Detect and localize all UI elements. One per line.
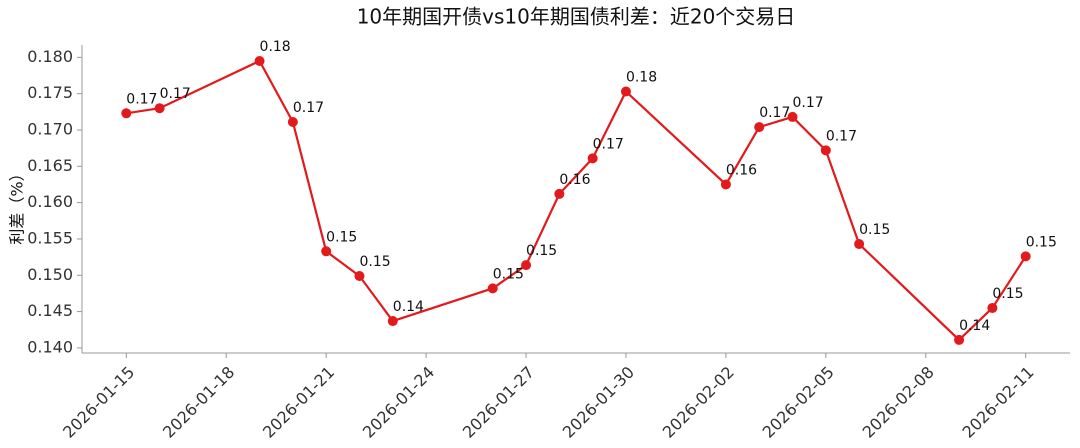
data-label: 0.17 xyxy=(293,100,324,116)
x-tick-label: 2026-02-11 xyxy=(959,363,1038,442)
x-tick-label: 2026-02-08 xyxy=(859,363,938,442)
y-tick-label: 0.175 xyxy=(27,83,73,102)
data-label: 0.17 xyxy=(826,128,857,144)
data-label: 0.17 xyxy=(126,91,157,107)
point xyxy=(254,55,265,66)
data-label: 0.16 xyxy=(559,172,590,188)
point xyxy=(1020,251,1031,262)
y-tick-label: 0.170 xyxy=(27,119,73,138)
data-label: 0.15 xyxy=(359,254,390,270)
point xyxy=(521,260,532,271)
y-axis-label: 利差（%） xyxy=(8,165,27,244)
data-label: 0.15 xyxy=(326,229,357,245)
x-tick-label: 2026-01-30 xyxy=(559,363,638,442)
y-tick-label: 0.140 xyxy=(27,337,73,356)
point xyxy=(987,302,998,313)
data-label: 0.17 xyxy=(793,95,824,111)
line xyxy=(126,59,1027,342)
data-label: 0.15 xyxy=(493,266,524,282)
point xyxy=(720,179,731,190)
data-label: 0.17 xyxy=(593,136,624,152)
y-tick-label: 0.155 xyxy=(27,228,73,247)
data-label: 0.15 xyxy=(526,243,557,259)
data-label: 0.15 xyxy=(1026,234,1057,250)
data-label: 0.14 xyxy=(393,299,424,315)
y-tick-label: 0.165 xyxy=(27,156,73,175)
x-tick-label: 2026-01-15 xyxy=(59,363,138,442)
point xyxy=(587,153,598,164)
data-label: 0.15 xyxy=(992,286,1023,302)
point xyxy=(287,117,298,127)
x-tick-label: 2026-01-24 xyxy=(359,363,438,442)
data-label: 0.14 xyxy=(959,318,990,334)
point xyxy=(620,86,631,97)
y-tick-label: 0.180 xyxy=(27,47,73,66)
point xyxy=(554,188,565,199)
point xyxy=(121,108,132,119)
data-label: 0.17 xyxy=(759,105,790,121)
point xyxy=(487,283,498,294)
chart-title: 10年期国开债vs10年期国债利差：近20个交易日 xyxy=(357,5,796,29)
data-label: 0.16 xyxy=(726,162,757,178)
point xyxy=(854,239,865,250)
data-label: 0.18 xyxy=(260,39,291,55)
data-label: 0.17 xyxy=(160,86,191,102)
y-tick-label: 0.145 xyxy=(27,301,73,320)
point xyxy=(321,246,332,257)
point xyxy=(820,145,831,156)
point xyxy=(354,271,365,281)
y-tick-label: 0.160 xyxy=(27,192,73,211)
x-tick-label: 2026-01-27 xyxy=(459,363,538,442)
x-tick-label: 2026-02-05 xyxy=(759,363,838,442)
x-tick-label: 2026-02-02 xyxy=(659,363,738,442)
point xyxy=(954,334,965,345)
point xyxy=(387,316,398,327)
point xyxy=(754,122,765,133)
x-tick-label: 2026-01-21 xyxy=(259,363,338,442)
x-tick-label: 2026-01-18 xyxy=(159,363,238,442)
point xyxy=(787,111,798,122)
point xyxy=(154,103,165,114)
y-tick-label: 0.150 xyxy=(27,265,73,284)
data-label: 0.15 xyxy=(859,222,890,238)
data-label: 0.18 xyxy=(626,69,657,85)
